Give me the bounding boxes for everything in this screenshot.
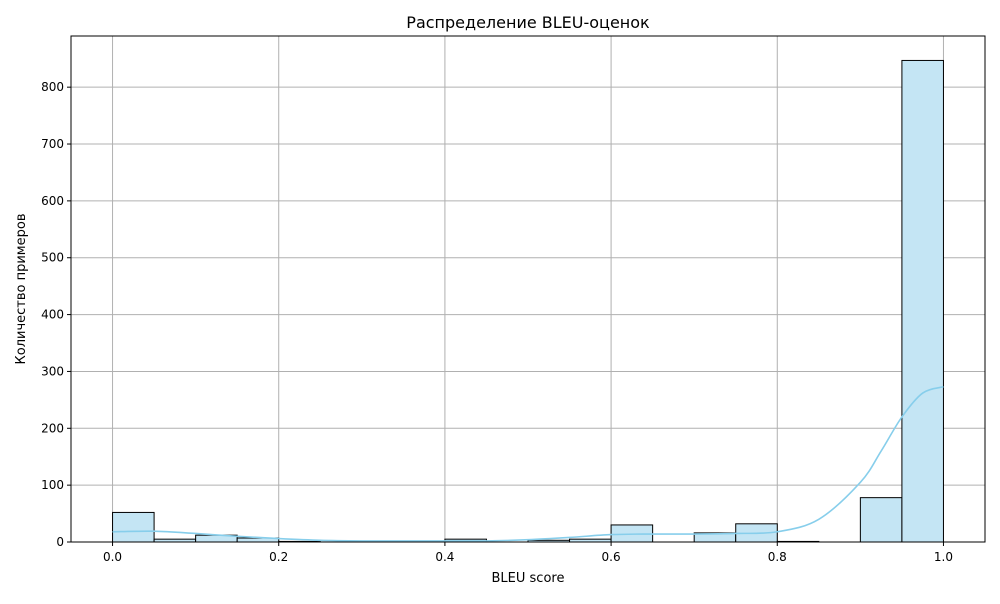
chart-title: Распределение BLEU-оценок — [406, 13, 650, 32]
x-tick-label: 0.2 — [269, 550, 288, 564]
x-axis-label: BLEU score — [492, 571, 565, 586]
y-tick-label: 400 — [41, 308, 64, 322]
x-tick-label: 0.6 — [602, 550, 621, 564]
y-tick-label: 200 — [41, 421, 64, 435]
y-tick-label: 800 — [41, 80, 64, 94]
grid-lines — [71, 36, 985, 543]
histogram-bar — [112, 511, 155, 543]
y-tick-label: 600 — [41, 194, 64, 208]
kde-line — [112, 386, 944, 542]
y-tick-label: 300 — [41, 364, 64, 378]
y-axis-label: Количество примеров — [14, 214, 29, 365]
y-tick-label: 100 — [41, 478, 64, 492]
histogram-bars — [112, 59, 944, 543]
histogram-bar — [901, 59, 944, 543]
x-tick-label: 1.0 — [934, 550, 953, 564]
x-tick-label: 0.4 — [435, 550, 454, 564]
x-tick-label: 0.8 — [768, 550, 787, 564]
x-axis-ticks: 0.0 0.2 0.4 0.6 0.8 1.0 — [103, 542, 953, 564]
y-tick-label: 0 — [56, 535, 64, 549]
y-axis-ticks: 0 100 200 300 400 500 600 700 800 — [41, 80, 71, 549]
x-tick-label: 0.0 — [103, 550, 122, 564]
histogram-bar — [859, 497, 903, 543]
plot-frame — [70, 35, 986, 543]
y-tick-label: 700 — [41, 137, 64, 151]
y-tick-label: 500 — [41, 251, 64, 265]
kde-curve — [112, 386, 944, 542]
